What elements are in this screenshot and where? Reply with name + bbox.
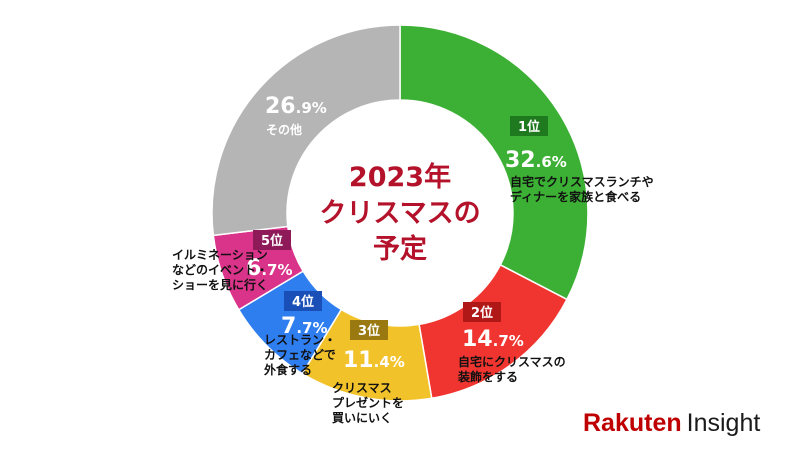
slice-label-4-line-3: 外食する: [264, 362, 312, 377]
slice-value-1: 32.6%: [505, 148, 567, 173]
slice-value-4: 7.7%: [281, 314, 327, 339]
rakuten-insight-logo: Rakuten Insight: [583, 409, 760, 437]
rank-label-1: 1位: [518, 119, 540, 135]
slice-1: [399, 24, 589, 301]
slice-value-2: 14.7%: [462, 327, 524, 352]
slice-value-3: 11.4%: [343, 348, 405, 373]
chart-title: 2023年 クリスマスの 予定: [319, 161, 480, 265]
slice-label-3-line-3: 買いにいく: [332, 411, 392, 425]
rank-badge-1: [510, 116, 548, 136]
slice-value-6: 26.9%: [265, 94, 327, 119]
logo-insight: Insight: [687, 409, 761, 437]
slice-label-3-line-2: プレゼントを: [332, 395, 404, 410]
logo-text: Rakuten Insight: [583, 409, 760, 437]
donut-slices: [211, 24, 589, 402]
title-line-1: 2023年: [349, 161, 451, 193]
rank-badge-2: [463, 302, 501, 322]
slice-label-5-line-3: ショーを見に行く: [172, 277, 268, 292]
slice-label-1-line-1: 自宅でクリスマスランチや: [510, 174, 654, 189]
slice-label-4-line-1: レストラン・: [264, 333, 336, 347]
logo-rakuten: Rakuten: [583, 409, 682, 437]
rank-label-2: 2位: [471, 305, 493, 321]
title-line-2: クリスマスの: [319, 198, 480, 229]
slice-label-5-line-1: イルミネーション: [172, 248, 268, 262]
rank-badge-5: [253, 230, 291, 250]
slice-label-1-line-2: ディナーを家族と食べる: [510, 189, 641, 204]
slice-label-2-line-2: 装飾をする: [457, 369, 518, 384]
slice-label-2-line-1: 自宅にクリスマスの: [458, 354, 566, 369]
rank-badge-3: [350, 320, 388, 340]
rank-label-3: 3位: [358, 323, 380, 339]
slice-label-5-line-2: などのイベント・: [172, 263, 268, 277]
slice-label-3-line-1: クリスマス: [332, 381, 392, 395]
slice-6: [211, 24, 401, 237]
slice-label-6-line-1: その他: [266, 122, 302, 137]
rank-label-5: 5位: [261, 233, 283, 249]
rank-badge-4: [284, 291, 322, 311]
title-line-3: 予定: [373, 233, 427, 265]
slice-value-5: 6.7%: [246, 256, 292, 281]
slice-label-4-line-2: カフェなどで: [264, 348, 336, 362]
rank-label-4: 4位: [292, 294, 314, 310]
